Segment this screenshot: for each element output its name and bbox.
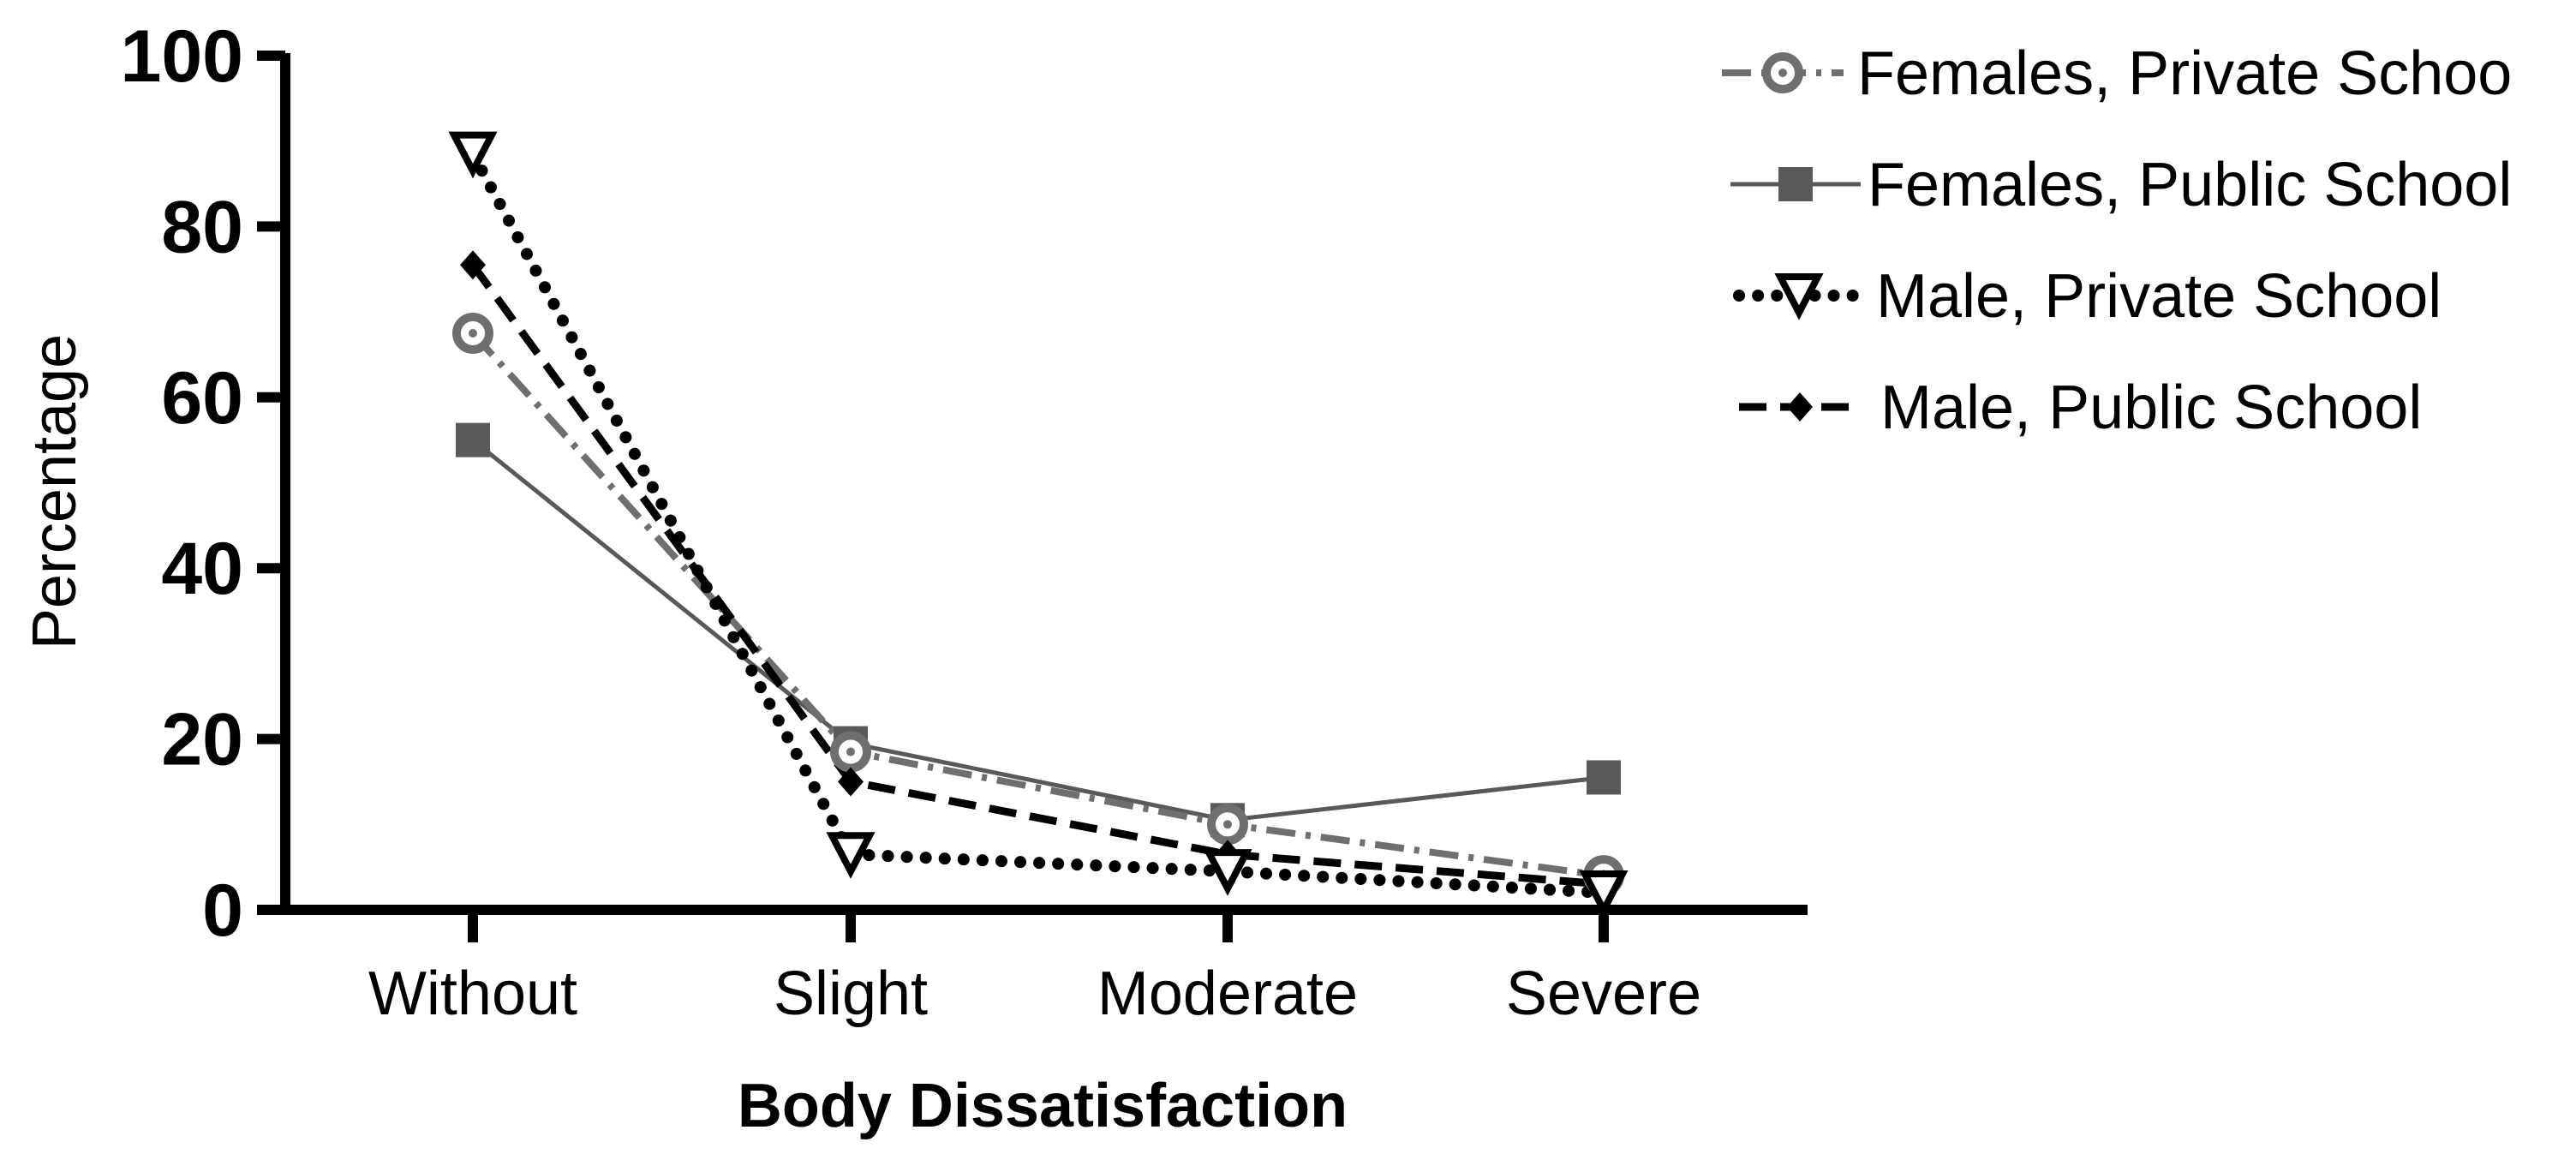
legend-label: Females, Private Schoo	[1857, 39, 2512, 108]
data-point	[826, 832, 876, 879]
y-tick-label: 80	[161, 186, 243, 268]
legend-marker	[1762, 52, 1803, 93]
y-tick-label: 20	[161, 699, 243, 781]
x-tick-label: Moderate	[1097, 960, 1358, 1028]
legend-item: Male, Private School	[1733, 262, 2442, 331]
legend-item: Male, Public School	[1739, 374, 2422, 442]
y-tick-label: 60	[161, 357, 243, 439]
data-point	[452, 313, 493, 355]
data-point	[1203, 849, 1252, 896]
y-axis-title: Percentage	[21, 334, 89, 649]
legend-label: Male, Public School	[1880, 374, 2422, 442]
data-point	[460, 250, 486, 280]
series-line-1	[470, 331, 1605, 880]
x-tick-label: Without	[368, 960, 577, 1028]
y-tick-label: 0	[202, 870, 243, 952]
legend-label: Females, Public School	[1868, 151, 2512, 219]
data-point	[1587, 760, 1621, 795]
data-point	[830, 731, 871, 773]
x-tick-label: Severe	[1506, 960, 1701, 1028]
legend-item: Females, Public School	[1730, 151, 2512, 219]
legend-marker	[1778, 167, 1813, 201]
legend-marker	[1787, 392, 1813, 422]
data-point	[1579, 870, 1629, 918]
series-line-4	[469, 262, 1605, 888]
legend-marker	[1774, 273, 1824, 320]
x-tick-label: Slight	[774, 960, 928, 1028]
y-tick-label: 100	[121, 15, 244, 98]
series-line-2	[471, 438, 1605, 822]
series-line-3	[467, 147, 1610, 900]
data-point	[456, 422, 490, 457]
legend-item: Females, Private Schoo	[1722, 39, 2512, 108]
data-point	[448, 131, 498, 179]
x-axis-title: Body Dissatisfaction	[738, 1072, 1348, 1140]
data-point	[1207, 804, 1248, 846]
data-point	[838, 767, 864, 797]
y-tick-label: 40	[161, 528, 243, 610]
legend-label: Male, Private School	[1876, 262, 2442, 331]
